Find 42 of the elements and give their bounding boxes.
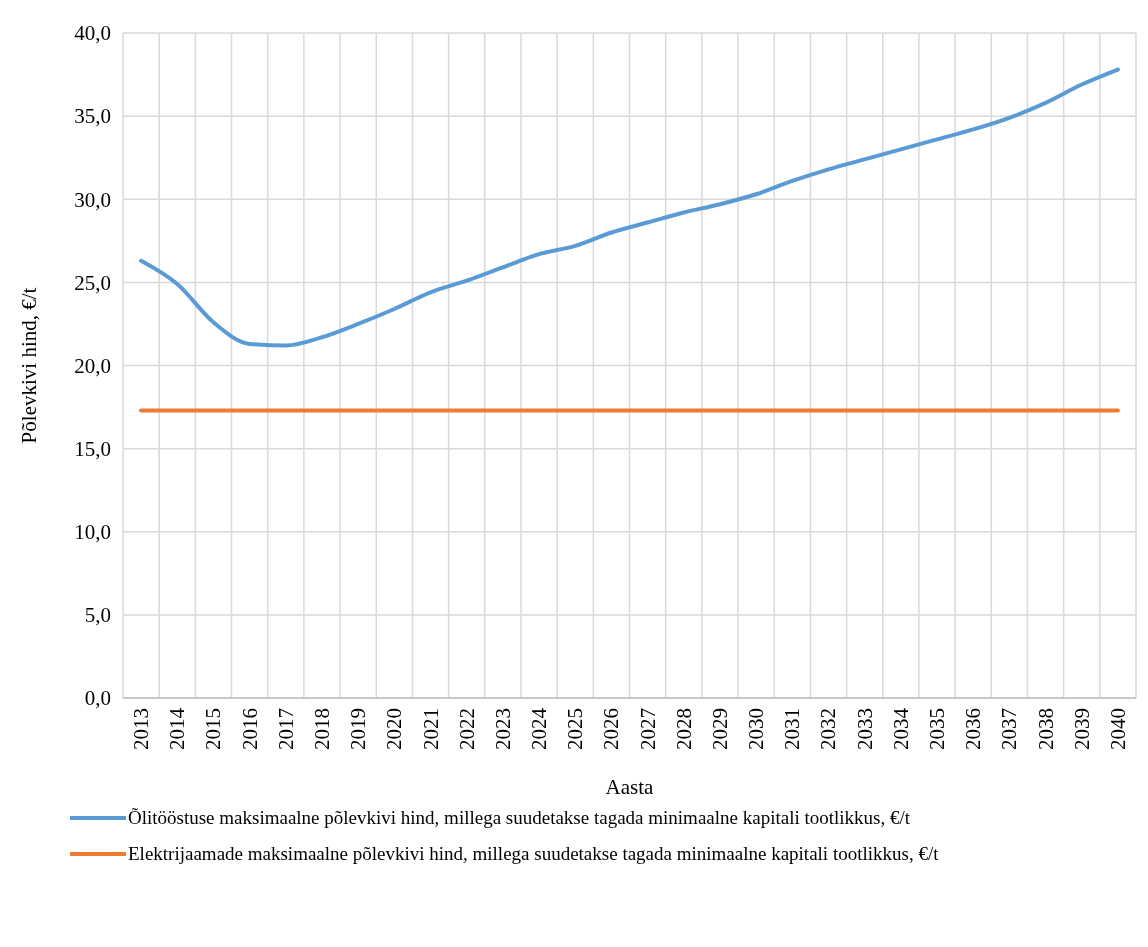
- x-tick-label: 2019: [346, 708, 371, 750]
- x-tick-label: 2017: [273, 708, 298, 750]
- legend-label: Elektrijaamade maksimaalne põlevkivi hind, millega suudetakse tagada minimaalne kapitali tootlikkus, €/t: [128, 843, 940, 864]
- x-tick-label: 2027: [635, 708, 660, 750]
- x-tick-label: 2037: [997, 708, 1022, 750]
- y-tick-label: 40,0: [74, 21, 111, 46]
- x-tick-label: 2029: [707, 708, 732, 750]
- x-tick-label: 2040: [1105, 708, 1130, 750]
- x-tick-label: 2035: [925, 708, 950, 750]
- x-tick-label: 2036: [961, 708, 986, 750]
- legend-label: Õlitööstuse maksimaalne põlevkivi hind, millega suudetakse tagada minimaalne kapitali tootlikkus, €/t: [128, 807, 911, 828]
- x-tick-label: 2025: [563, 708, 588, 750]
- y-tick-label: 15,0: [74, 436, 111, 461]
- x-tick-label: 2034: [888, 707, 913, 750]
- y-tick-label: 35,0: [74, 104, 111, 129]
- x-tick-label: 2032: [816, 708, 841, 750]
- x-tick-label: 2021: [418, 708, 443, 750]
- x-tick-label: 2022: [454, 708, 479, 750]
- y-tick-label: 30,0: [74, 187, 111, 212]
- x-tick-label: 2018: [309, 708, 334, 750]
- y-tick-label: 0,0: [84, 686, 111, 711]
- line-series: [139, 67, 1120, 348]
- x-tick-label: 2039: [1069, 708, 1094, 750]
- x-tick-label: 2023: [490, 708, 515, 750]
- x-tick-label: 2014: [165, 707, 190, 750]
- x-tick-label: 2016: [237, 708, 262, 750]
- x-tick-label: 2026: [599, 708, 624, 750]
- y-tick-label: 10,0: [74, 520, 111, 545]
- x-tick-label: 2033: [852, 708, 877, 750]
- x-tick-label: 2024: [527, 707, 552, 750]
- y-tick-label: 5,0: [84, 603, 111, 628]
- x-tick-label: 2031: [780, 708, 805, 750]
- x-tick-label: 2013: [129, 708, 154, 750]
- y-axis-title: Põlevkivi hind, €/t: [17, 287, 41, 444]
- x-tick-label: 2028: [671, 708, 696, 750]
- y-tick-label: 20,0: [74, 353, 111, 378]
- x-tick-label: 2038: [1033, 708, 1058, 750]
- x-tick-label: 2030: [744, 708, 769, 750]
- x-axis-title: Aasta: [605, 775, 655, 799]
- x-tick-label: 2020: [382, 708, 407, 750]
- x-tick-label: 2015: [201, 708, 226, 750]
- y-tick-label: 25,0: [74, 270, 111, 295]
